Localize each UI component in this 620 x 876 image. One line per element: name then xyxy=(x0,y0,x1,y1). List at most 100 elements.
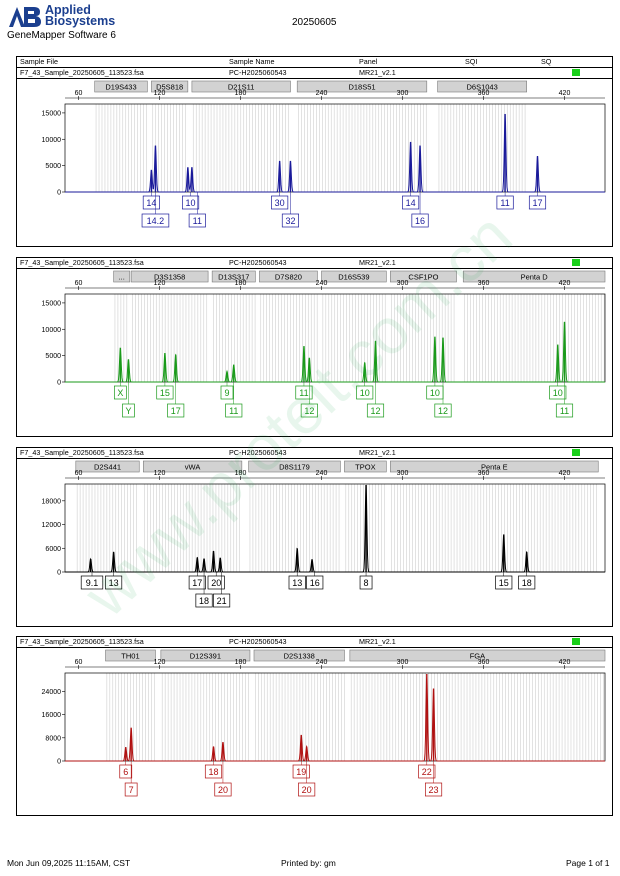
allele-call-label[interactable]: 32 xyxy=(281,192,299,228)
size-axis-tick-label: 180 xyxy=(235,659,247,666)
allele-call-label[interactable]: 13 xyxy=(288,572,306,590)
allele-call-label[interactable]: 9 xyxy=(220,382,234,400)
panel-blue: F7_43_Sample_20250605_113523.fsa PC-H2025… xyxy=(16,67,613,247)
size-axis-tick-label: 300 xyxy=(397,659,409,666)
allele-call-label[interactable]: 9.1 xyxy=(80,572,104,590)
allele-call-label[interactable]: 11 xyxy=(225,382,243,418)
allele-call-label[interactable]: 18 xyxy=(204,761,223,779)
allele-call-label[interactable]: 10 xyxy=(549,382,567,400)
locus-marker[interactable] xyxy=(248,460,341,473)
locus-marker[interactable] xyxy=(390,460,599,473)
signal-trace xyxy=(65,485,605,573)
locus-marker[interactable] xyxy=(130,270,209,283)
allele-call-label[interactable]: 10 xyxy=(426,382,444,400)
sample-file: F7_43_Sample_20250605_113523.fsa xyxy=(20,68,144,77)
size-axis-tick-label: 120 xyxy=(154,90,166,97)
allele-call-label[interactable]: X xyxy=(113,382,127,400)
allele-call-label[interactable]: 19 xyxy=(292,761,310,779)
allele-call-label[interactable]: 17 xyxy=(188,572,206,590)
locus-marker[interactable] xyxy=(105,649,156,662)
rfu-axis-tick-label: 0 xyxy=(57,570,61,577)
electropherogram-black: D2S441 vWA D8S1179 TPOX Penta E60 120 180 240 30… xyxy=(42,460,606,608)
column-header-sample-name: Sample Name xyxy=(229,57,275,66)
locus-marker[interactable] xyxy=(211,270,256,283)
locus-marker[interactable] xyxy=(143,460,243,473)
locus-marker[interactable] xyxy=(151,80,189,93)
locus-marker[interactable] xyxy=(75,460,140,473)
allele-call-text: 11 xyxy=(229,406,238,416)
sample-info-row: F7_43_Sample_20250605_113523.fsa PC-H2025… xyxy=(17,68,612,79)
allele-call-label[interactable]: 10 xyxy=(182,192,200,210)
allele-call-text: 17 xyxy=(192,578,202,588)
locus-marker[interactable] xyxy=(259,270,318,283)
locus-marker-label: D2S441 xyxy=(94,463,121,472)
allele-call-label[interactable]: 15 xyxy=(156,382,174,400)
allele-call-label[interactable]: 20 xyxy=(298,761,316,797)
allele-call-box xyxy=(188,575,206,590)
sample-name: PC-H2025060543 xyxy=(229,258,287,267)
allele-call-label[interactable]: 17 xyxy=(167,382,185,418)
locus-marker[interactable] xyxy=(160,649,251,662)
allele-call-label[interactable]: 15 xyxy=(495,572,513,590)
allele-call-label[interactable]: 11 xyxy=(188,192,206,228)
locus-marker[interactable] xyxy=(296,80,428,93)
allele-call-box xyxy=(113,385,127,400)
locus-marker[interactable] xyxy=(253,649,345,662)
allele-call-box xyxy=(188,213,206,228)
allele-call-label[interactable]: 22 xyxy=(418,761,436,779)
locus-marker[interactable] xyxy=(113,270,131,283)
allele-call-label[interactable]: 20 xyxy=(214,761,232,797)
allele-call-label[interactable]: 10 xyxy=(356,382,374,400)
allele-call-text: 11 xyxy=(500,198,509,208)
ab-logo-icon xyxy=(7,5,43,29)
allele-call-label[interactable]: 8 xyxy=(359,572,373,590)
allele-call-label[interactable]: 16 xyxy=(411,192,429,228)
allele-call-box xyxy=(207,575,225,590)
column-header-sample-file: Sample File xyxy=(20,57,58,66)
allele-call-label[interactable]: 14 xyxy=(142,192,160,210)
allele-call-label[interactable]: 12 xyxy=(434,382,452,418)
locus-marker-label: FGA xyxy=(470,652,485,661)
allele-call-label[interactable]: 11 xyxy=(496,192,514,210)
allele-call-label[interactable]: 23 xyxy=(425,761,443,797)
allele-call-label[interactable]: 13 xyxy=(105,572,123,590)
allele-call-label[interactable]: 6 xyxy=(119,761,133,779)
allele-call-label[interactable]: 18 xyxy=(195,572,213,608)
allele-call-label[interactable]: 16 xyxy=(306,572,324,590)
allele-call-label[interactable]: 21 xyxy=(213,572,231,608)
locus-marker[interactable] xyxy=(321,270,387,283)
allele-call-text: 20 xyxy=(302,785,312,795)
allele-call-label[interactable]: 30 xyxy=(271,192,289,210)
allele-call-label[interactable]: Y xyxy=(122,382,135,418)
locus-marker[interactable] xyxy=(349,649,606,662)
allele-call-box xyxy=(288,575,306,590)
allele-call-label[interactable]: 11 xyxy=(555,382,574,418)
locus-marker[interactable] xyxy=(191,80,291,93)
allele-call-text: 13 xyxy=(109,578,119,588)
allele-call-label[interactable]: 20 xyxy=(207,572,225,590)
locus-marker[interactable] xyxy=(437,80,528,93)
allele-call-label[interactable]: 11 xyxy=(295,382,313,400)
allele-call-text: 15 xyxy=(160,388,170,398)
rfu-axis-tick-label: 15000 xyxy=(42,110,62,117)
locus-marker-label: D5S818 xyxy=(156,83,183,92)
allele-call-label[interactable]: 12 xyxy=(366,382,385,418)
allele-call-box xyxy=(555,403,574,418)
locus-marker[interactable] xyxy=(344,460,387,473)
allele-call-label[interactable]: 18 xyxy=(518,572,536,590)
locus-marker[interactable] xyxy=(94,80,148,93)
locus-marker[interactable] xyxy=(462,270,606,283)
locus-marker[interactable] xyxy=(390,270,457,283)
allele-call-label[interactable]: 14.2 xyxy=(141,192,170,228)
plot-frame xyxy=(64,483,606,573)
size-axis-tick-label: 60 xyxy=(75,470,83,477)
allele-call-text: 30 xyxy=(275,198,285,208)
logo-line2: Biosystems xyxy=(45,14,116,28)
allele-call-label[interactable]: 14 xyxy=(402,192,420,210)
locus-marker-label: ... xyxy=(119,273,125,282)
rfu-axis-tick-label: 0 xyxy=(57,190,61,197)
allele-call-label[interactable]: 17 xyxy=(528,192,547,210)
sample-file: F7_43_Sample_20250605_113523.fsa xyxy=(20,637,144,646)
allele-call-label[interactable]: 7 xyxy=(124,761,138,797)
allele-call-label[interactable]: 12 xyxy=(300,382,318,418)
